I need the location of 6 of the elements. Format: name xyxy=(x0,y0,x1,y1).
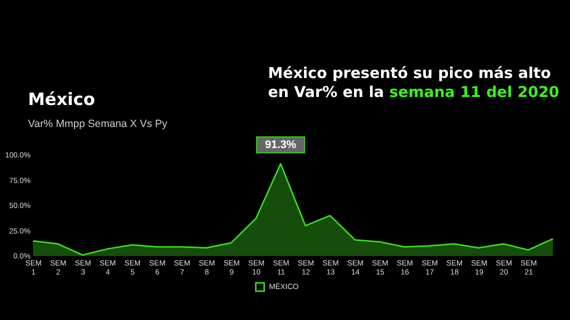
chart-subtitle: Var% Mmpp Semana X Vs Py xyxy=(28,118,168,130)
text: México presentó su pico más alto xyxy=(268,64,551,82)
data-label: 91.3% xyxy=(265,138,296,151)
text: en Var% en la xyxy=(268,83,384,101)
chart-title: México xyxy=(28,90,95,110)
text: semana 11 del 2020 xyxy=(389,83,560,101)
